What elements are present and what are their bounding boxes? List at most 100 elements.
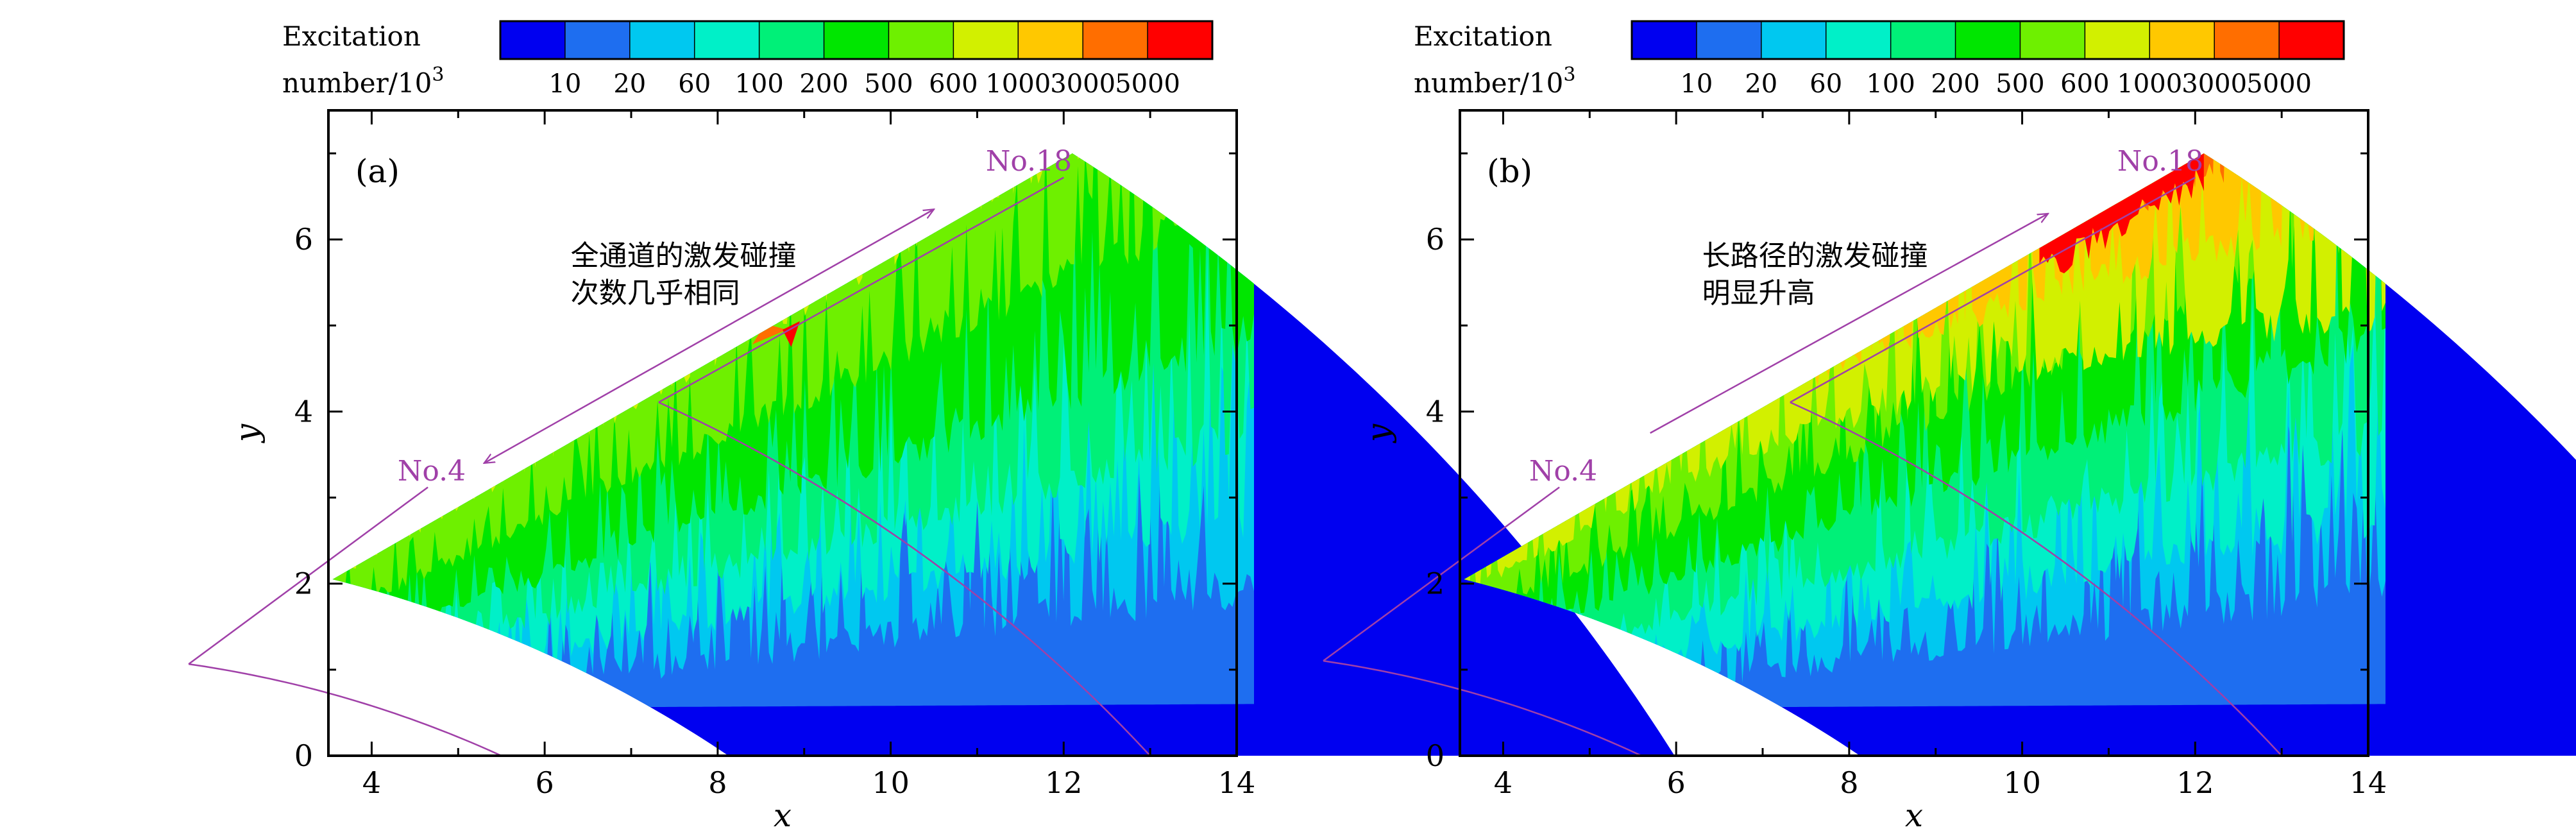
colorbar: 10 20 60 100 200 500 600 1000 3000 5000 Excitation… xyxy=(1414,20,2345,99)
x-tick-label: 14 xyxy=(1218,765,1256,800)
colorbar-tick-label: 600 xyxy=(929,69,978,99)
streamline-0 xyxy=(1323,660,1642,757)
y-tick-label: 4 xyxy=(294,394,313,429)
x-tick-label: 8 xyxy=(708,765,727,800)
x-tick-label: 4 xyxy=(362,765,381,800)
colorbar-title-line2: number/103 xyxy=(282,64,444,99)
annotation-arrow-0 xyxy=(1650,214,2048,434)
colorbar-swatch-1 xyxy=(564,21,631,59)
colorbar-swatch-7 xyxy=(953,21,1019,59)
colorbar-title-sup: 3 xyxy=(432,64,444,86)
annotation-text-line1: 全通道的激发碰撞 xyxy=(571,239,797,272)
colorbar-swatch-4 xyxy=(759,21,825,59)
annotation-text-line1: 长路径的激发碰撞 xyxy=(1702,239,1928,272)
colorbar-tick-label: 500 xyxy=(864,69,913,99)
y-tick-label: 0 xyxy=(1426,738,1445,773)
colorbar-title-line1: Excitation xyxy=(282,21,421,52)
colorbar-tick-label: 20 xyxy=(613,69,646,99)
colorbar-tick-label: 5000 xyxy=(2246,69,2312,99)
colorbar-tick-label: 1000 xyxy=(2117,69,2182,99)
streamline-1 xyxy=(1790,401,2283,756)
y-tick-label: 6 xyxy=(1426,222,1445,257)
contour-field xyxy=(332,153,1675,756)
streamline-label-0: No.4 xyxy=(398,455,466,488)
colorbar-swatch-5 xyxy=(1955,21,2021,59)
colorbar-tick-label: 60 xyxy=(1809,69,1842,99)
colorbar-tick-label: 200 xyxy=(799,69,848,99)
streamline-leader-0 xyxy=(1323,486,1560,662)
x-tick-label: 6 xyxy=(1667,765,1686,800)
streamline-0 xyxy=(188,663,502,757)
colorbar-tick-label: 100 xyxy=(734,69,783,99)
x-tick-label: 10 xyxy=(872,765,910,800)
colorbar-tick-label: 5000 xyxy=(1115,69,1180,99)
colorbar: 10 20 60 100 200 500 600 1000 3000 5000 Excitation… xyxy=(282,20,1214,99)
colorbar-swatch-10 xyxy=(2279,21,2344,59)
colorbar-tick-label: 600 xyxy=(2060,69,2109,99)
contour-field xyxy=(1464,153,2576,756)
y-tick-label: 0 xyxy=(294,738,313,773)
y-tick-label: 6 xyxy=(294,222,313,257)
x-axis-label: x xyxy=(1905,797,1923,834)
colorbar-swatch-3 xyxy=(694,21,760,59)
colorbar-swatch-4 xyxy=(1890,21,1956,59)
colorbar-swatch-7 xyxy=(2085,21,2150,59)
colorbar-tick-label: 10 xyxy=(1680,69,1713,99)
axis-ticks: 4 6 8 10 12 14 0 2 4 6 xyxy=(294,110,1256,800)
colorbar-tick-label: 500 xyxy=(1996,69,2044,99)
y-tick-label: 2 xyxy=(294,566,313,601)
plot-frame xyxy=(327,109,1238,757)
colorbar-frame xyxy=(1631,20,2345,60)
colorbar-swatch-9 xyxy=(1083,21,1148,59)
x-tick-label: 12 xyxy=(2176,765,2214,800)
colorbar-swatch-3 xyxy=(1826,21,1892,59)
y-axis-label: y xyxy=(228,423,266,443)
colorbar-swatch-8 xyxy=(1018,21,1083,59)
colorbar-tick-label: 60 xyxy=(678,69,711,99)
colorbar-tick-label: 3000 xyxy=(2182,69,2247,99)
colorbar-swatch-6 xyxy=(2020,21,2085,59)
colorbar-swatch-1 xyxy=(1696,21,1762,59)
colorbar-swatch-0 xyxy=(1632,21,1697,59)
y-tick-label: 4 xyxy=(1426,394,1445,429)
annotation-text-line2: 明显升高 xyxy=(1702,277,1815,309)
colorbar-title-base: number/10 xyxy=(282,67,432,99)
colorbar-swatch-9 xyxy=(2214,21,2280,59)
y-axis-label: y xyxy=(1360,423,1397,443)
colorbar-tick-label: 200 xyxy=(1931,69,1979,99)
y-tick-label: 2 xyxy=(1426,566,1445,601)
annotation-arrow-0 xyxy=(484,209,934,463)
colorbar-frame xyxy=(499,20,1214,60)
x-tick-label: 4 xyxy=(1494,765,1513,800)
colorbar-swatch-2 xyxy=(1761,21,1827,59)
colorbar-title-line2: number/103 xyxy=(1414,64,1575,99)
streamline-leader-1 xyxy=(1790,176,2196,404)
colorbar-swatch-8 xyxy=(2149,21,2215,59)
colorbar-swatch-5 xyxy=(824,21,889,59)
x-tick-label: 8 xyxy=(1840,765,1858,800)
panel-label: (b) xyxy=(1487,153,1532,190)
colorbar-tick-label: 3000 xyxy=(1050,69,1115,99)
colorbar-title-sup: 3 xyxy=(1563,64,1575,86)
colorbar-swatch-2 xyxy=(629,21,695,59)
streamline-label-1: No.18 xyxy=(986,145,1072,178)
x-axis-label: x xyxy=(774,797,792,834)
colorbar-title-base: number/10 xyxy=(1414,67,1563,99)
x-tick-label: 14 xyxy=(2350,765,2387,800)
axis-ticks: 4 6 8 10 12 14 0 2 4 6 xyxy=(1426,110,2387,800)
colorbar-tick-label: 10 xyxy=(548,69,581,99)
annotation-text-line2: 次数几乎相同 xyxy=(571,277,740,309)
colorbar-swatch-6 xyxy=(888,21,954,59)
colorbar-tick-label: 20 xyxy=(1745,69,1777,99)
streamline-leader-0 xyxy=(188,486,428,665)
x-tick-label: 10 xyxy=(2003,765,2041,800)
colorbar-title-line1: Excitation xyxy=(1414,21,1552,52)
x-tick-label: 6 xyxy=(536,765,554,800)
colorbar-tick-label: 100 xyxy=(1866,69,1915,99)
plot-frame xyxy=(1459,109,2369,757)
colorbar-tick-label: 1000 xyxy=(985,69,1051,99)
panel-label: (a) xyxy=(355,153,400,190)
streamline-label-1: No.18 xyxy=(2117,145,2203,178)
